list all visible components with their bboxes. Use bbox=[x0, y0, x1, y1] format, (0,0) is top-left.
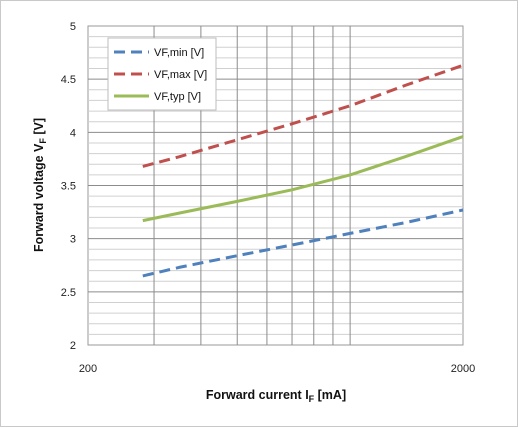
legend-label: VF,min [V] bbox=[154, 47, 204, 59]
series-line bbox=[142, 135, 464, 223]
legend-label: VF,max [V] bbox=[154, 69, 207, 81]
y-tick-label: 4.5 bbox=[61, 74, 76, 86]
series-line bbox=[142, 208, 464, 278]
y-tick-label: 3.5 bbox=[61, 181, 76, 193]
x-tick-label: 2000 bbox=[451, 363, 475, 375]
y-tick-labels: 2 2.5 3 3.5 4 4.5 5 bbox=[61, 21, 76, 352]
y-tick-label: 5 bbox=[70, 21, 76, 33]
x-axis-label: Forward current IF [mA] bbox=[206, 388, 346, 404]
legend: VF,min [V] VF,max [V] VF,typ [V] bbox=[107, 37, 217, 111]
x-tick-labels: 200 2000 bbox=[79, 363, 475, 375]
y-tick-label: 2.5 bbox=[61, 287, 76, 299]
series-lines bbox=[142, 63, 464, 278]
x-tick-label: 200 bbox=[79, 363, 97, 375]
y-tick-label: 3 bbox=[70, 234, 76, 246]
legend-label: VF,typ [V] bbox=[154, 91, 201, 103]
legend-box bbox=[107, 37, 217, 111]
series-line bbox=[142, 63, 464, 168]
y-tick-label: 4 bbox=[70, 127, 76, 139]
y-axis-label: Forward voltage VF [V] bbox=[32, 118, 48, 252]
y-tick-label: 2 bbox=[70, 340, 76, 352]
